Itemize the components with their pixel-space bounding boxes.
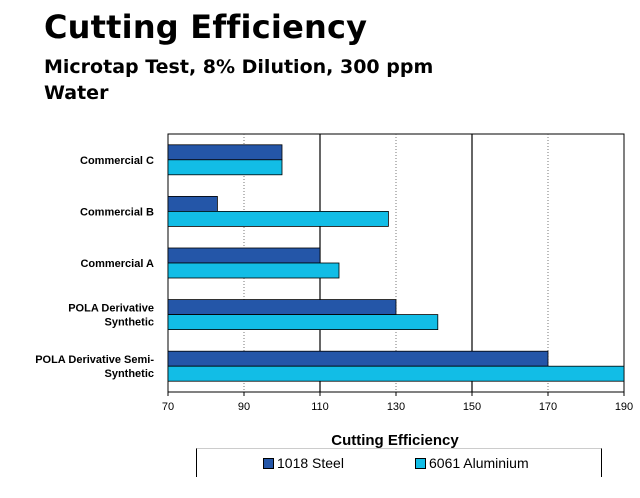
xtick-label-130: 130 (387, 401, 405, 413)
category-label-4-line-0: POLA Derivative Semi- (35, 354, 154, 366)
bar-steel-1 (167, 195, 218, 212)
bar-aluminium-4 (167, 365, 625, 382)
bar-aluminium-0 (167, 159, 283, 176)
xtick-label-90: 90 (238, 401, 250, 413)
bar-steel-4 (167, 350, 549, 367)
bar-aluminium-2 (167, 262, 340, 279)
legend-label-steel: 1018 Steel (277, 455, 344, 471)
category-label-4-line-1: Synthetic (104, 368, 154, 380)
category-label-0-line-0: Commercial C (80, 155, 154, 167)
bar-steel-0 (167, 144, 283, 161)
bar-aluminium-3 (167, 314, 439, 331)
legend-item-steel: 1018 Steel (263, 455, 344, 471)
category-label-2-line-0: Commercial A (80, 258, 154, 270)
legend-swatch-steel (263, 457, 274, 469)
bar-steel-3 (167, 299, 397, 316)
category-label-1-line-0: Commercial B (80, 206, 154, 218)
legend-item-aluminium: 6061 Aluminium (415, 455, 529, 471)
category-label-3-line-1: Synthetic (104, 317, 154, 329)
bar-steel-2 (167, 247, 321, 264)
xtick-label-150: 150 (463, 401, 481, 413)
legend-label-aluminium: 6061 Aluminium (429, 455, 529, 471)
xtick-label-170: 170 (539, 401, 557, 413)
xtick-label-70: 70 (162, 401, 174, 413)
bar-aluminium-1 (167, 210, 389, 227)
slide-subtitle: Microtap Test, 8% Dilution, 300 ppm Wate… (44, 56, 434, 104)
xtick-label-110: 110 (311, 401, 329, 413)
legend-swatch-aluminium (415, 457, 426, 469)
category-label-3-line-0: POLA Derivative (68, 303, 154, 315)
slide-title: Cutting Efficiency (44, 8, 368, 46)
chart-legend: 1018 Steel 6061 Aluminium (196, 448, 602, 477)
x-axis-title: Cutting Efficiency (331, 432, 459, 449)
xtick-label-190: 190 (615, 401, 633, 413)
